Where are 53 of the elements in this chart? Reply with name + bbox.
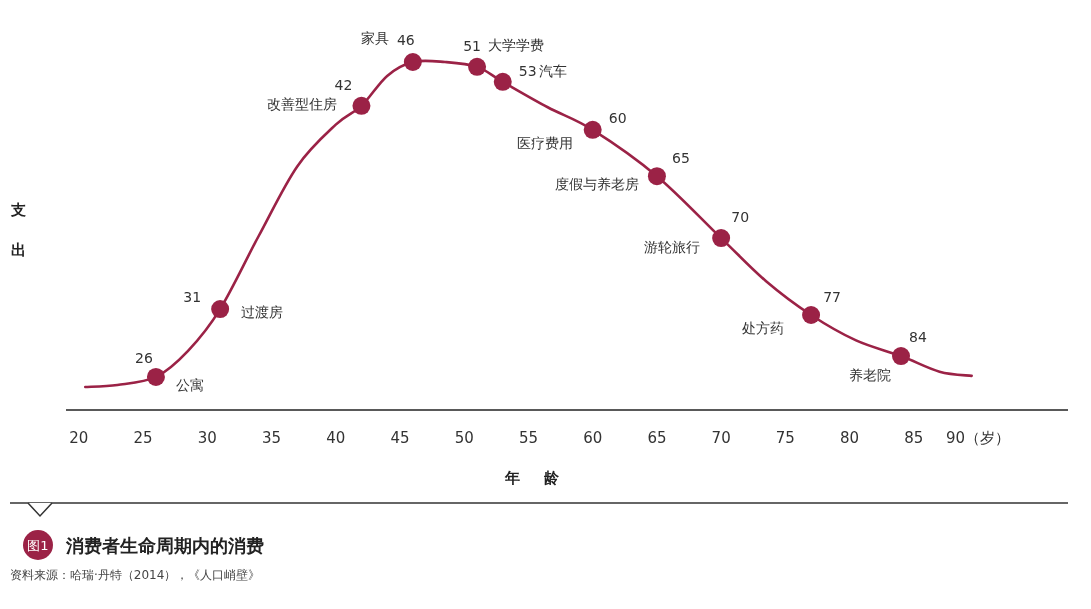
x-tick-label: 75: [775, 429, 795, 447]
annotation: 处方药: [742, 320, 785, 336]
annotation: 家具: [360, 30, 389, 46]
point: [493, 72, 512, 91]
annotation: 51: [463, 37, 481, 54]
annotation: 医疗费用: [516, 134, 573, 151]
annotation: 游轮旅行: [644, 239, 701, 256]
annotation: 汽车: [538, 62, 567, 79]
x-tick-label: 50: [454, 429, 474, 447]
x-tick-label: 60: [583, 429, 603, 447]
annotation: 42: [334, 76, 353, 93]
x-tick-label: 65: [647, 429, 667, 447]
annotation: 大学学费: [488, 36, 545, 53]
x-axis-title: 年龄: [504, 469, 583, 487]
point: [583, 120, 602, 139]
annotation: 公寓: [175, 376, 204, 393]
annotation: 26: [135, 349, 153, 366]
annotation: 65: [672, 150, 690, 167]
annotation: 53: [518, 62, 537, 79]
x-tick-label: 70: [711, 429, 731, 447]
x-tick-label: 55: [518, 429, 539, 447]
annotation: 改善型住房: [267, 95, 338, 112]
x-tick-label: 40: [326, 429, 346, 447]
x-tick-label: 35: [261, 429, 282, 447]
x-tick-label: 20: [69, 429, 89, 447]
annotation: 70: [731, 209, 750, 226]
annotation: 60: [608, 109, 627, 126]
x-tick-label: 90（岁）: [946, 429, 1011, 447]
x-tick-label: 45: [390, 429, 410, 447]
point: [892, 347, 910, 366]
annotation: 过渡房: [241, 304, 284, 321]
text: 资料来源：哈瑞·丹特（2014），《人口峭壁》: [10, 568, 261, 582]
annotation: 养老院: [849, 367, 891, 384]
x-tick-label: 85: [904, 429, 924, 447]
point: [146, 367, 165, 386]
x-tick-label: 80: [840, 429, 860, 447]
point: [468, 57, 487, 76]
x-tick-label: 30: [197, 429, 217, 447]
point: [403, 53, 422, 71]
annotation: 度假与养老房: [554, 176, 639, 193]
text: 消费者生命周期内的消费: [65, 534, 264, 556]
point: [211, 300, 230, 319]
annotation: 84: [909, 329, 927, 346]
point: [352, 96, 371, 115]
point: [712, 229, 731, 248]
point: [647, 167, 666, 186]
x-tick-label: 25: [133, 429, 153, 447]
annotation: 31: [183, 289, 202, 306]
text: 支出: [10, 201, 26, 259]
point: [802, 306, 821, 324]
annotation: 46: [396, 32, 415, 48]
annotation: 77: [823, 289, 841, 305]
caption: 图1: [27, 537, 49, 553]
